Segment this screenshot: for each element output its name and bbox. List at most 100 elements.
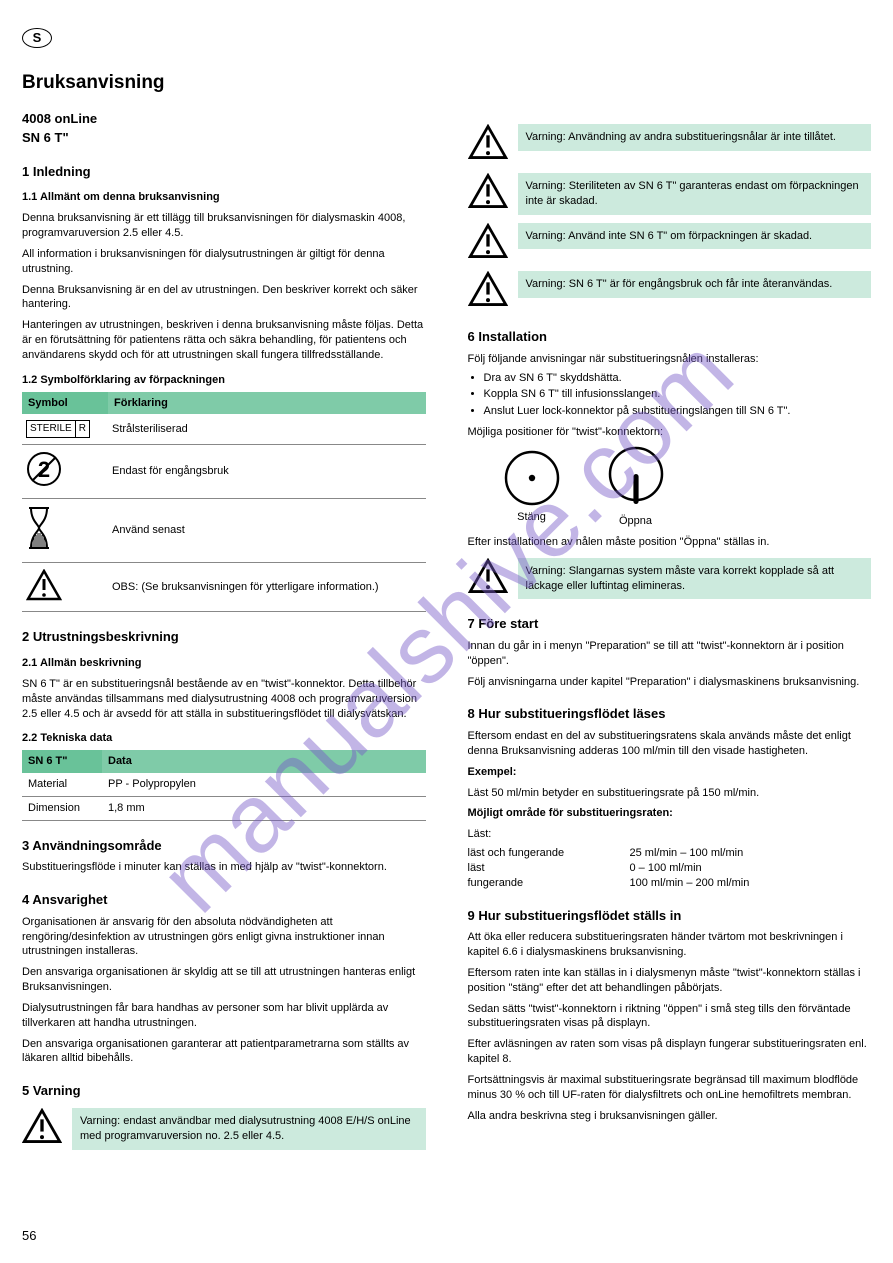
s9-4: Fortsättningsvis är maximal substituerin… bbox=[468, 1073, 872, 1103]
warning-a-text: Varning: Användning av andra substitueri… bbox=[518, 124, 872, 151]
pre-1: Följ anvisningarna under kapitel "Prepar… bbox=[468, 675, 872, 690]
symbol-text-1: Endast för engångsbruk bbox=[108, 444, 426, 498]
warning-6: Varning: Slangarnas system måste vara ko… bbox=[468, 558, 872, 600]
subsection-1-1: 1.1 Allmänt om denna bruksanvisning bbox=[22, 190, 426, 205]
spec-1b: 1,8 mm bbox=[102, 796, 426, 820]
knob-close-icon bbox=[504, 450, 560, 506]
install-bullets: Dra av SN 6 T" skyddshätta. Koppla SN 6 … bbox=[468, 371, 872, 420]
symbol-header-explanation: Förklaring bbox=[108, 392, 426, 415]
sterile-r-icon: STERILER bbox=[26, 420, 90, 438]
right-column: Varning: Användning av andra substitueri… bbox=[468, 70, 872, 1158]
warning-6-text: Varning: Slangarnas system måste vara ko… bbox=[518, 558, 872, 600]
section-7-title: 7 Före start bbox=[468, 615, 872, 633]
spec-1a: Dimension bbox=[22, 796, 102, 820]
subsection-2-1: 2.1 Allmän beskrivning bbox=[22, 656, 426, 671]
warning-5-text: Varning: endast användbar med dialysutru… bbox=[72, 1108, 426, 1150]
knob-open-label: Öppna bbox=[619, 514, 652, 529]
subsection-2-2: 2.2 Tekniska data bbox=[22, 731, 426, 746]
desc-para-0: SN 6 T" är en substitueringsnål beståend… bbox=[22, 677, 426, 722]
hourglass-icon bbox=[26, 505, 52, 551]
install-bullet-0: Dra av SN 6 T" skyddshätta. bbox=[484, 371, 872, 386]
resp-3: Den ansvariga organisationen garanterar … bbox=[22, 1037, 426, 1067]
warning-5: Varning: endast användbar med dialysutru… bbox=[22, 1108, 426, 1150]
warning-triangle-icon bbox=[468, 173, 508, 209]
s8-r0a: läst och fungerande bbox=[468, 846, 618, 861]
intro-para-3: Hanteringen av utrustningen, beskriven i… bbox=[22, 318, 426, 363]
warning-triangle-icon bbox=[468, 124, 508, 160]
model-line-2: SN 6 T" bbox=[22, 129, 426, 147]
s8-range-label: Möjligt område för substitueringsraten: bbox=[468, 807, 673, 819]
left-column: Bruksanvisning 4008 onLine SN 6 T" 1 Inl… bbox=[22, 70, 426, 1158]
resp-1: Den ansvariga organisationen är skyldig … bbox=[22, 965, 426, 995]
warning-d-text: Varning: SN 6 T" är för engångsbruk och … bbox=[518, 271, 872, 298]
spec-header-b: Data bbox=[102, 750, 426, 773]
s9-0: Att öka eller reducera substitueringsrat… bbox=[468, 930, 872, 960]
knob-diagram: Stäng Öppna bbox=[504, 446, 872, 529]
s8-r1b: 0 – 100 ml/min bbox=[630, 861, 702, 876]
section-6-title: 6 Installation bbox=[468, 328, 872, 346]
page-number: 56 bbox=[22, 1227, 36, 1245]
symbol-row-single-use: 2 Endast för engångsbruk bbox=[22, 444, 426, 498]
section-9-title: 9 Hur substitueringsflödet ställs in bbox=[468, 907, 872, 925]
section-3-title: 3 Användningsområde bbox=[22, 837, 426, 855]
warning-c: Varning: Använd inte SN 6 T" om förpackn… bbox=[468, 223, 872, 264]
s8-r2b: 100 ml/min – 200 ml/min bbox=[630, 876, 750, 891]
s8-range-rows: läst och fungerande 25 ml/min – 100 ml/mi… bbox=[468, 846, 872, 891]
s8-r0b: 25 ml/min – 100 ml/min bbox=[630, 846, 744, 861]
s9-5: Alla andra beskrivna steg i bruksanvisni… bbox=[468, 1109, 872, 1124]
spec-row-0: Material PP - Polypropylen bbox=[22, 773, 426, 796]
s8-para: Eftersom endast en del av substituerings… bbox=[468, 729, 872, 759]
resp-2: Dialysutrustningen får bara handhas av p… bbox=[22, 1001, 426, 1031]
s8-example-label: Exempel: bbox=[468, 766, 517, 778]
warning-c-text: Varning: Använd inte SN 6 T" om förpackn… bbox=[518, 223, 872, 250]
symbol-text-2: Använd senast bbox=[108, 498, 426, 562]
s8-head: Läst: bbox=[468, 827, 872, 842]
content-columns: Bruksanvisning 4008 onLine SN 6 T" 1 Inl… bbox=[22, 70, 871, 1158]
section-1-title: 1 Inledning bbox=[22, 163, 426, 181]
model-line-1: 4008 onLine bbox=[22, 110, 426, 128]
spec-0a: Material bbox=[22, 773, 102, 796]
symbol-row-expiry: Använd senast bbox=[22, 498, 426, 562]
symbol-text-0: Strålsteriliserad bbox=[108, 414, 426, 444]
intro-para-1: All information i bruksanvisningen för d… bbox=[22, 247, 426, 277]
pre-0: Innan du går in i menyn "Preparation" se… bbox=[468, 639, 872, 669]
spec-table: SN 6 T" Data Material PP - Polypropylen … bbox=[22, 750, 426, 821]
s9-1: Eftersom raten inte kan ställas in i dia… bbox=[468, 966, 872, 996]
symbol-row-sterile: STERILER Strålsteriliserad bbox=[22, 414, 426, 444]
use-text: Substitueringsflöde i minuter kan ställa… bbox=[22, 860, 426, 875]
intro-para-0: Denna bruksanvisning är ett tillägg till… bbox=[22, 211, 426, 241]
s9-3: Efter avläsningen av raten som visas på … bbox=[468, 1037, 872, 1067]
symbol-table: Symbol Förklaring STERILER Strålsterilis… bbox=[22, 392, 426, 613]
knob-close-label: Stäng bbox=[517, 510, 546, 525]
s8-r2a: fungerande bbox=[468, 876, 618, 891]
warning-d: Varning: SN 6 T" är för engångsbruk och … bbox=[468, 271, 872, 312]
s9-2: Sedan sätts "twist"-konnektorn i riktnin… bbox=[468, 1002, 872, 1032]
install-bullet-2: Anslut Luer lock-konnektor på substituer… bbox=[484, 404, 872, 419]
section-5-title: 5 Varning bbox=[22, 1082, 426, 1100]
section-8-title: 8 Hur substitueringsflödet läses bbox=[468, 705, 872, 723]
install-intro: Följ följande anvisningar när substituer… bbox=[468, 352, 872, 367]
s8-r1a: läst bbox=[468, 861, 618, 876]
s8-example1: Läst 50 ml/min betyder en substituerings… bbox=[468, 786, 872, 801]
install-bullet-1: Koppla SN 6 T" till infusionsslangen. bbox=[484, 387, 872, 402]
spec-header-a: SN 6 T" bbox=[22, 750, 102, 773]
symbol-text-3: OBS: (Se bruksanvisningen för ytterligar… bbox=[108, 562, 426, 612]
warning-a: Varning: Användning av andra substitueri… bbox=[468, 124, 872, 165]
subsection-1-2: 1.2 Symbolförklaring av förpackningen bbox=[22, 373, 426, 388]
warning-b: Varning: Steriliteten av SN 6 T" garante… bbox=[468, 173, 872, 215]
caution-triangle-icon bbox=[26, 569, 62, 601]
warning-b-text: Varning: Steriliteten av SN 6 T" garante… bbox=[518, 173, 872, 215]
install-positions: Möjliga positioner för "twist"-konnektor… bbox=[468, 425, 872, 440]
warning-triangle-icon bbox=[468, 223, 508, 259]
spec-row-1: Dimension 1,8 mm bbox=[22, 796, 426, 820]
install-after: Efter installationen av nålen måste posi… bbox=[468, 535, 872, 550]
section-4-title: 4 Ansvarighet bbox=[22, 891, 426, 909]
language-badge: S bbox=[22, 28, 52, 48]
single-use-icon: 2 bbox=[26, 451, 62, 487]
symbol-header-symbol: Symbol bbox=[22, 392, 108, 415]
knob-open-icon bbox=[608, 446, 664, 510]
section-2-title: 2 Utrustningsbeskrivning bbox=[22, 628, 426, 646]
intro-para-2: Denna Bruksanvisning är en del av utrust… bbox=[22, 283, 426, 313]
warning-triangle-icon bbox=[468, 271, 508, 307]
spec-0b: PP - Polypropylen bbox=[102, 773, 426, 796]
